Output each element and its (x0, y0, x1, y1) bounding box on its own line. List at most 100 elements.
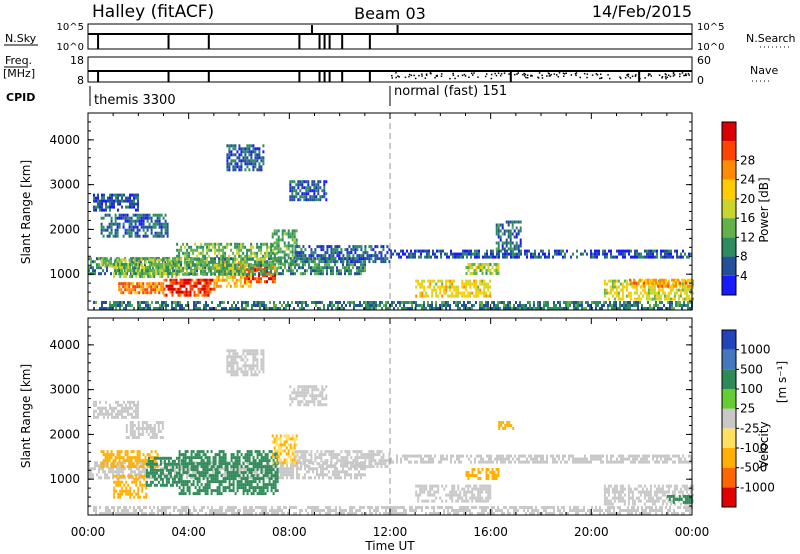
heat-cell (290, 467, 292, 471)
heat-cell (277, 241, 280, 245)
heat-cell (194, 486, 197, 490)
heat-cell (196, 248, 199, 252)
heat-cell (467, 269, 470, 272)
heat-cell (287, 262, 290, 266)
heat-cell (681, 307, 683, 310)
heat-cell (356, 272, 358, 276)
heat-cell (483, 266, 486, 269)
heat-cell (234, 165, 237, 169)
heat-cell (180, 489, 183, 493)
heat-cell (423, 294, 426, 298)
heat-cell (620, 249, 622, 253)
heat-cell (434, 255, 436, 259)
heat-cell (252, 159, 255, 163)
heat-cell (300, 248, 303, 252)
heat-cell (281, 235, 284, 239)
heat-cell (143, 495, 146, 499)
heat-cell (358, 269, 360, 273)
heat-cell (471, 266, 474, 269)
heat-cell (270, 269, 273, 273)
heat-cell (134, 234, 137, 238)
power-heatmap (88, 113, 694, 310)
heat-cell (194, 474, 197, 478)
heat-cell (303, 192, 306, 196)
heat-cell (140, 470, 142, 474)
heat-cell (103, 307, 105, 310)
heat-cell (607, 297, 610, 301)
heat-cell (360, 272, 362, 276)
heat-cell (266, 280, 268, 284)
heat-cell (452, 255, 454, 259)
heat-cell (451, 294, 454, 298)
heat-cell (642, 255, 644, 259)
heat-cell (296, 251, 299, 255)
heat-cell (315, 304, 317, 307)
heat-cell (271, 307, 273, 310)
heat-cell (481, 282, 484, 286)
heat-cell (157, 263, 160, 266)
heat-cell (125, 275, 128, 278)
heat-cell (197, 290, 200, 294)
heat-cell (326, 269, 328, 273)
heat-cell (303, 186, 306, 190)
heat-cell (97, 412, 99, 416)
heat-cell (604, 252, 606, 256)
heat-cell (354, 260, 357, 264)
heat-cell (100, 225, 103, 229)
heat-cell (293, 189, 296, 193)
heat-cell (218, 263, 221, 267)
heat-cell (131, 424, 134, 427)
heat-cell (106, 465, 109, 469)
heat-cell (230, 242, 233, 246)
heat-cell (146, 234, 149, 238)
heat-cell (289, 235, 292, 239)
heat-cell (474, 249, 476, 253)
heat-cell (104, 272, 106, 276)
heat-cell (291, 235, 294, 239)
heat-cell (249, 284, 252, 288)
heat-cell (105, 409, 107, 413)
heat-cell (170, 264, 173, 268)
heat-cell (617, 279, 620, 283)
heat-cell (291, 232, 294, 236)
heat-cell (577, 307, 579, 310)
heat-cell (372, 260, 375, 264)
heat-cell (137, 406, 139, 410)
heat-cell (112, 465, 115, 469)
heat-cell (161, 483, 164, 487)
heat-cell (131, 412, 133, 416)
heat-cell (242, 156, 245, 160)
heat-cell (228, 263, 231, 267)
heat-cell (194, 477, 197, 481)
heat-cell (457, 291, 460, 295)
heat-cell (125, 492, 128, 496)
heat-cell (151, 462, 154, 466)
heat-cell (206, 272, 209, 276)
heat-cell (481, 269, 484, 272)
heat-cell (104, 228, 107, 232)
heat-cell (254, 251, 257, 255)
heat-cell (184, 483, 187, 487)
heat-cell (468, 249, 470, 253)
heat-cell (298, 263, 300, 267)
heat-cell (443, 304, 445, 307)
heat-cell (93, 412, 95, 416)
heat-cell (115, 412, 117, 416)
heat-cell (200, 242, 203, 246)
heat-cell (108, 264, 111, 268)
heat-cell (102, 450, 105, 454)
heat-cell (445, 288, 448, 292)
heat-cell (479, 279, 482, 283)
heat-cell (197, 287, 200, 291)
heat-cell (671, 282, 674, 286)
heat-cell (657, 281, 660, 285)
heat-cell (408, 255, 410, 259)
heat-cell (485, 307, 487, 310)
heat-cell (198, 263, 200, 267)
heat-cell (427, 301, 429, 304)
heat-cell (649, 281, 652, 285)
heat-cell (100, 467, 102, 471)
heat-cell (473, 272, 476, 275)
heat-cell (190, 245, 193, 249)
heat-cell (274, 263, 276, 267)
